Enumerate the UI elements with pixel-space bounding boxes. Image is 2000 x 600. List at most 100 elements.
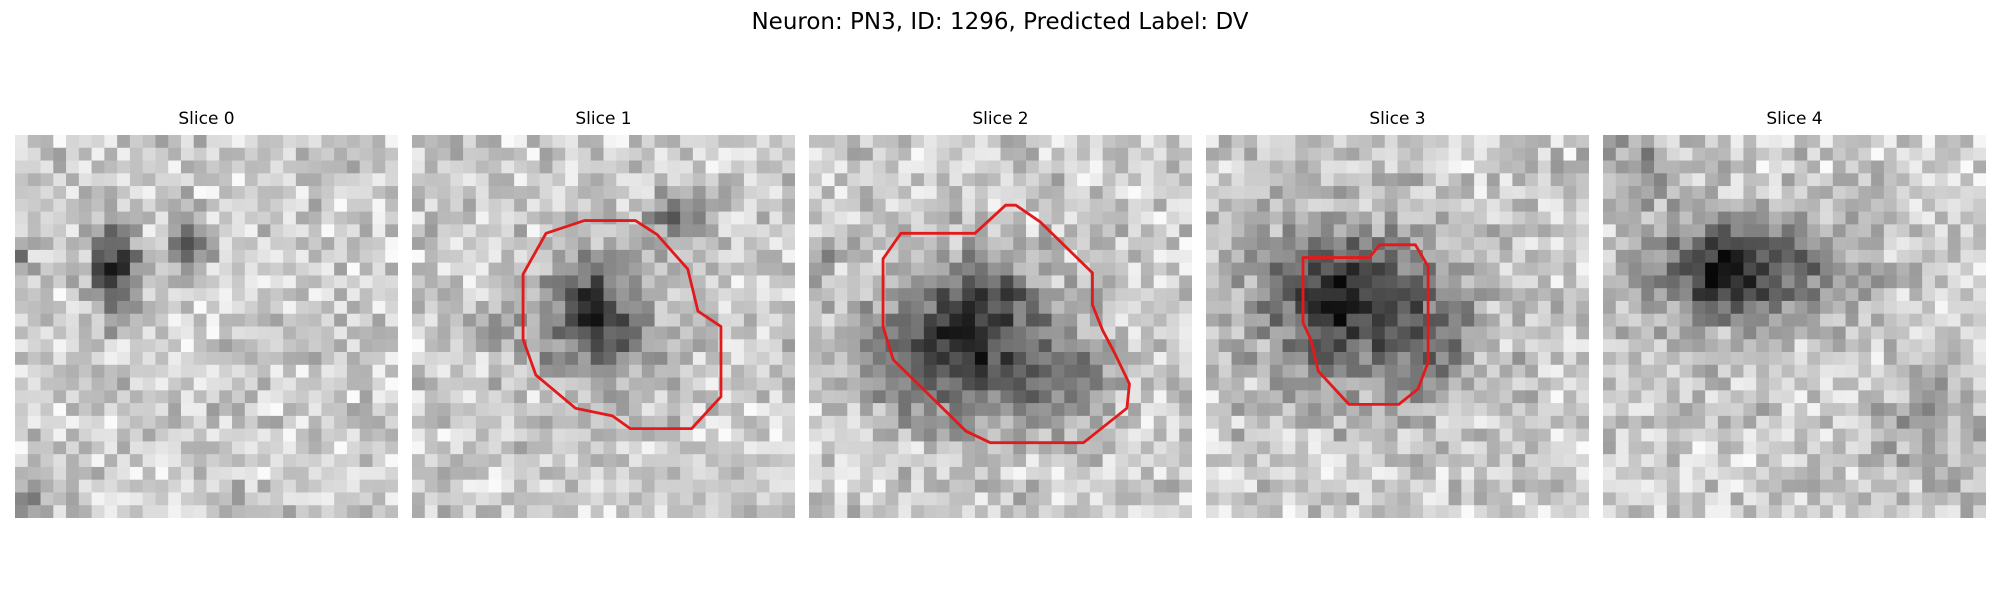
image-pixel [514, 313, 528, 328]
image-pixel [1115, 441, 1129, 455]
image-pixel [1628, 390, 1642, 404]
image-pixel [1166, 135, 1180, 149]
image-pixel [1603, 479, 1617, 493]
image-pixel [834, 300, 848, 315]
image-pixel [308, 160, 322, 174]
image-pixel [78, 135, 93, 149]
image-pixel [1140, 505, 1155, 518]
image-pixel [53, 492, 67, 506]
image-pixel [1333, 479, 1347, 493]
image-pixel [78, 211, 93, 225]
image-pixel [1064, 377, 1078, 391]
image-pixel [898, 237, 912, 251]
image-pixel [1013, 390, 1027, 404]
image-pixel [1896, 313, 1910, 328]
image-pixel [155, 160, 169, 174]
image-pixel [847, 211, 861, 225]
image-pixel [1153, 147, 1167, 162]
image-pixel [488, 147, 502, 162]
image-pixel [385, 275, 398, 289]
image-pixel [1512, 352, 1526, 366]
image-pixel [1756, 300, 1770, 315]
image-pixel [1179, 326, 1192, 340]
image-pixel [206, 211, 220, 225]
image-pixel [769, 275, 783, 289]
image-pixel [1257, 211, 1271, 225]
image-pixel [283, 505, 297, 518]
image-pixel [437, 466, 451, 481]
image-pixel [385, 147, 398, 162]
image-pixel [27, 454, 42, 468]
slice-title: Slice 4 [1766, 109, 1823, 129]
image-pixel [590, 339, 605, 353]
image-pixel [15, 186, 29, 200]
image-pixel [1474, 313, 1488, 328]
image-pixel [1768, 237, 1783, 251]
image-pixel [1026, 441, 1040, 455]
image-pixel [1781, 173, 1796, 187]
image-pixel [66, 377, 80, 391]
image-pixel [898, 288, 912, 302]
image-pixel [1102, 505, 1116, 518]
image-pixel [1077, 479, 1091, 493]
image-pixel [1781, 237, 1796, 251]
image-pixel [1641, 403, 1655, 417]
image-pixel [1077, 198, 1091, 213]
image-pixel [372, 147, 386, 162]
image-pixel [1333, 173, 1347, 187]
image-pixel [142, 173, 156, 187]
image-pixel [1499, 352, 1513, 366]
image-pixel [1435, 262, 1450, 276]
image-pixel [15, 313, 29, 328]
image-pixel [450, 288, 464, 302]
image-pixel [962, 479, 976, 493]
image-pixel [885, 505, 899, 518]
image-pixel [257, 224, 271, 238]
image-pixel [1026, 479, 1040, 493]
image-pixel [552, 364, 566, 379]
image-pixel [1768, 505, 1783, 518]
image-pixel [1295, 173, 1309, 187]
image-pixel [321, 326, 335, 340]
image-pixel [1244, 147, 1258, 162]
image-pixel [1654, 415, 1668, 430]
image-pixel [1883, 198, 1898, 213]
image-pixel [629, 160, 643, 174]
image-pixel [1423, 147, 1437, 162]
image-pixel [860, 147, 874, 162]
image-pixel [321, 147, 335, 162]
image-pixel [1461, 377, 1475, 391]
image-pixel [180, 326, 195, 340]
image-pixel [949, 454, 963, 468]
image-pixel [1038, 313, 1053, 328]
image-pixel [1448, 300, 1462, 315]
image-pixel [1692, 428, 1706, 442]
image-pixel [1013, 224, 1027, 238]
image-pixel [53, 262, 67, 276]
image-pixel [1269, 300, 1284, 315]
image-pixel [1807, 186, 1821, 200]
image-pixel [1781, 160, 1796, 174]
image-pixel [1179, 186, 1192, 200]
image-pixel [104, 415, 118, 430]
image-pixel [654, 262, 668, 276]
image-pixel [1654, 211, 1668, 225]
image-pixel [616, 352, 630, 366]
image-pixel [1140, 160, 1155, 174]
image-pixel [731, 326, 745, 340]
image-pixel [1679, 211, 1693, 225]
image-pixel [834, 147, 848, 162]
image-pixel [1077, 237, 1091, 251]
image-pixel [1576, 237, 1589, 251]
image-pixel [514, 186, 528, 200]
image-pixel [1845, 224, 1859, 238]
image-pixel [514, 441, 528, 455]
image-pixel [539, 505, 553, 518]
image-pixel [1486, 160, 1501, 174]
image-pixel [577, 428, 592, 442]
image-pixel [834, 313, 848, 328]
image-pixel [66, 339, 80, 353]
image-pixel [1206, 377, 1220, 391]
image-pixel [629, 186, 643, 200]
image-pixel [872, 454, 887, 468]
